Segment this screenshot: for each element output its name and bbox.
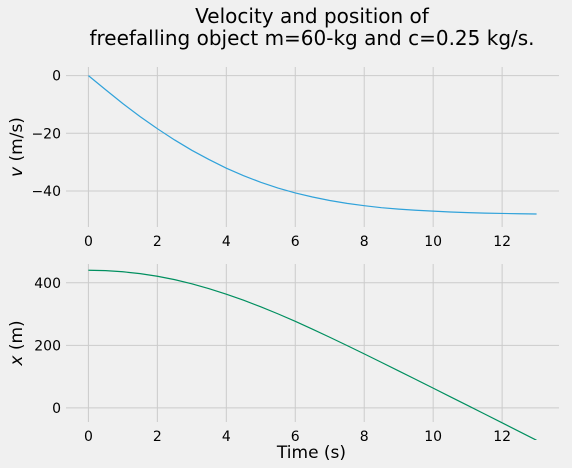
position-xtick-label: 0 (84, 429, 93, 445)
position-ylabel: x (m) (7, 320, 27, 366)
velocity-xtick-label: 2 (153, 234, 162, 250)
position-xtick-label: 2 (153, 429, 162, 445)
position-xtick-label: 10 (424, 429, 442, 445)
velocity-xtick-label: 4 (222, 234, 231, 250)
velocity-ytick-label: 0 (52, 69, 61, 85)
velocity-subplot: 0 2 4 6 8 10 12 0 −20 −40v (m/s) (7, 67, 559, 250)
velocity-xtick-label: 6 (291, 234, 300, 250)
velocity-xtick-label: 10 (424, 234, 442, 250)
velocity-xtick-label: 0 (84, 234, 93, 250)
velocity-xtick-label: 8 (360, 234, 369, 250)
position-ytick-label: 0 (52, 401, 61, 417)
chart-title-line1: Velocity and position of (195, 4, 430, 28)
position-ytick-label: 400 (34, 276, 61, 292)
position-xtick-label: 12 (493, 429, 511, 445)
position-series-line (88, 270, 536, 440)
velocity-ylabel: v (m/s) (7, 117, 27, 177)
position-xlabel: Time (s) (276, 443, 346, 463)
position-ytick-label: 200 (34, 338, 61, 354)
position-xtick-label: 4 (222, 429, 231, 445)
position-ylabel-unit: (m) (7, 320, 27, 355)
velocity-xtick-label: 12 (493, 234, 511, 250)
velocity-ylabel-unit: (m/s) (7, 117, 27, 167)
velocity-series-line (88, 76, 536, 214)
position-xtick-label: 8 (360, 429, 369, 445)
velocity-ytick-label: −40 (31, 184, 61, 200)
velocity-ytick-label: −20 (31, 126, 61, 142)
chart-title-line2: freefalling object m=60-kg and c=0.25 kg… (89, 26, 534, 50)
